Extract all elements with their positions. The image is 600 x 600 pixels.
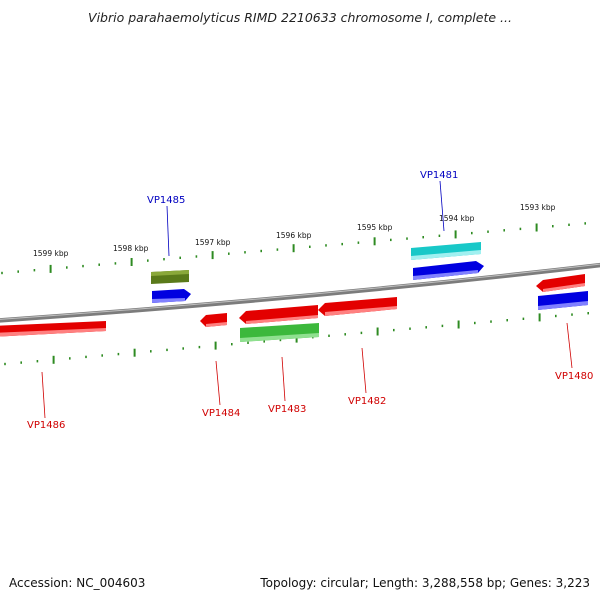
kbp-label-1599: 1599 kbp [33, 249, 69, 258]
gene-VP1480-red[interactable] [536, 274, 585, 292]
gene-label-VP1480[interactable]: VP1480 [555, 371, 593, 382]
kbp-label-1597: 1597 kbp [195, 238, 231, 247]
gene-VP1481[interactable] [413, 261, 484, 280]
gene-label-VP1486[interactable]: VP1486 [27, 420, 65, 431]
gene-VP1485[interactable] [152, 289, 191, 303]
tick-row-lower [4, 312, 590, 366]
kbp-label-1594: 1594 kbp [439, 214, 475, 223]
chromosome-backbone-highlight [0, 263, 600, 320]
map-title: Vibrio parahaemolyticus RIMD 2210633 chr… [88, 10, 512, 25]
topology-summary: Topology: circular; Length: 3,288,558 bp… [260, 576, 590, 590]
chromosome-backbone [0, 262, 600, 323]
gene-VP1483-red[interactable] [239, 305, 318, 324]
gene-label-VP1483[interactable]: VP1483 [268, 404, 306, 415]
gene-label-VP1485[interactable]: VP1485 [147, 195, 185, 206]
gene-VP1484[interactable] [200, 313, 227, 327]
kbp-label-1598: 1598 kbp [113, 244, 149, 253]
accession-text: Accession: NC_004603 [9, 576, 146, 590]
tick-row-upper [1, 222, 587, 275]
gene-VP1485-olive[interactable] [151, 270, 189, 284]
kbp-label-1593: 1593 kbp [520, 203, 556, 212]
gene-label-VP1484[interactable]: VP1484 [202, 408, 240, 419]
leader-lines [41, 180, 573, 419]
gene-VP1483[interactable] [240, 323, 319, 342]
gene-label-VP1482[interactable]: VP1482 [348, 396, 386, 407]
gene-VP1486[interactable] [0, 321, 106, 337]
gene-label-VP1481[interactable]: VP1481 [420, 170, 458, 181]
kbp-label-1596: 1596 kbp [276, 231, 312, 240]
gene-VP1482[interactable] [318, 297, 397, 316]
gene-VP1480[interactable] [538, 291, 588, 310]
kbp-label-1595: 1595 kbp [357, 223, 393, 232]
gene-VP1481-cyan[interactable] [411, 242, 481, 260]
